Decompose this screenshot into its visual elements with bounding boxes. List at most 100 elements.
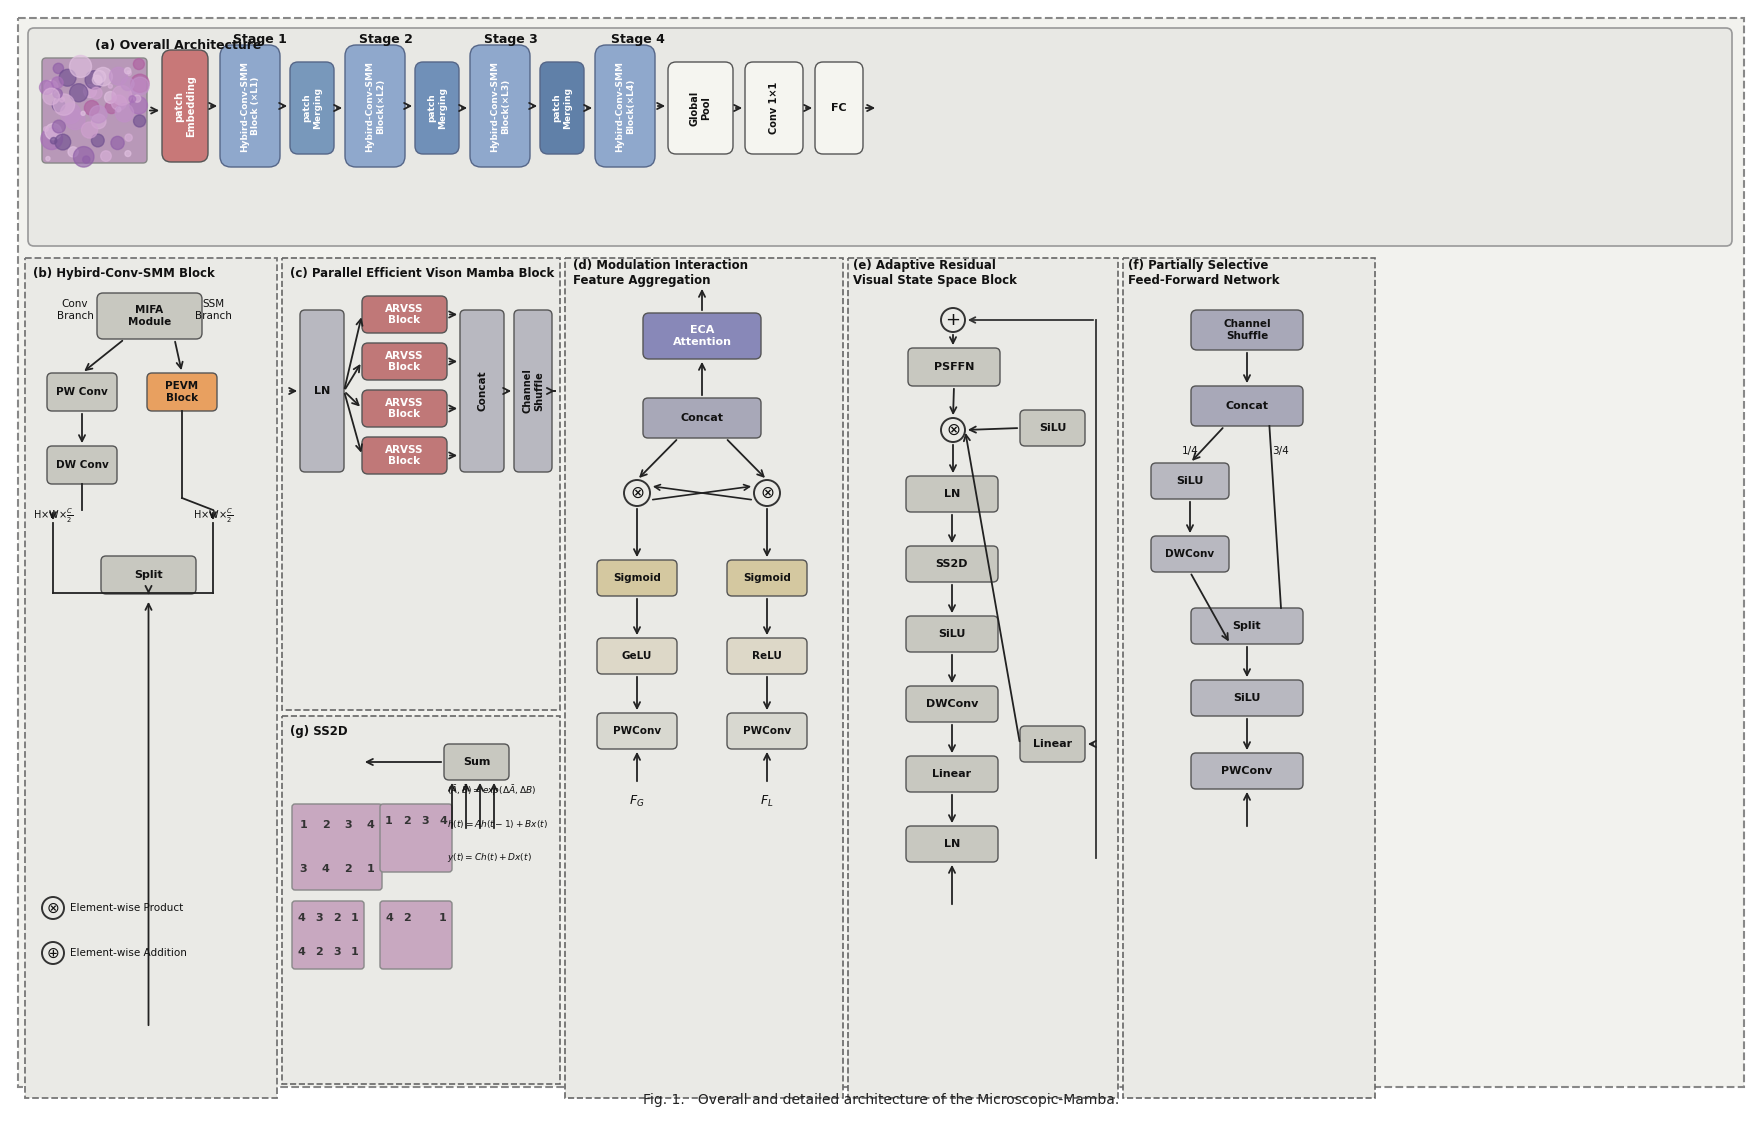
Text: 3: 3	[421, 816, 428, 826]
Text: patch
Embedding: patch Embedding	[174, 75, 196, 137]
Circle shape	[81, 122, 97, 138]
Text: ⊗: ⊗	[946, 421, 960, 439]
Text: SS2D: SS2D	[936, 559, 969, 569]
FancyBboxPatch shape	[416, 62, 458, 154]
Text: PWConv: PWConv	[613, 726, 661, 736]
FancyBboxPatch shape	[1191, 680, 1304, 716]
Circle shape	[92, 134, 104, 147]
FancyBboxPatch shape	[42, 58, 146, 163]
Text: 4: 4	[298, 913, 305, 923]
Text: PW Conv: PW Conv	[56, 387, 107, 397]
FancyBboxPatch shape	[28, 28, 1732, 246]
Circle shape	[106, 101, 118, 113]
Circle shape	[53, 64, 63, 74]
Text: (b) Hybird-Conv-SMM Block: (b) Hybird-Conv-SMM Block	[33, 266, 215, 279]
Text: (f) Partially Selective
Feed-Forward Network: (f) Partially Selective Feed-Forward Net…	[1128, 259, 1279, 287]
Circle shape	[125, 68, 130, 74]
Bar	[566, 259, 842, 1098]
Text: +: +	[946, 311, 960, 329]
Circle shape	[109, 67, 127, 85]
Text: PSFFN: PSFFN	[934, 362, 974, 372]
Text: Concat: Concat	[1226, 401, 1269, 411]
Circle shape	[90, 105, 107, 124]
Circle shape	[53, 88, 62, 99]
Text: Sigmoid: Sigmoid	[613, 573, 661, 583]
FancyBboxPatch shape	[470, 45, 530, 167]
Circle shape	[130, 79, 144, 94]
FancyBboxPatch shape	[1191, 608, 1304, 644]
Circle shape	[44, 81, 58, 94]
Bar	[1122, 259, 1374, 1098]
FancyBboxPatch shape	[728, 638, 807, 674]
Circle shape	[93, 70, 106, 83]
Circle shape	[130, 74, 150, 92]
Circle shape	[60, 69, 76, 86]
Circle shape	[39, 81, 53, 94]
FancyBboxPatch shape	[1191, 386, 1304, 426]
FancyBboxPatch shape	[444, 744, 509, 780]
Circle shape	[65, 110, 85, 129]
Circle shape	[70, 84, 88, 102]
Text: SiLU: SiLU	[1233, 693, 1260, 703]
Circle shape	[122, 77, 134, 91]
FancyBboxPatch shape	[906, 476, 997, 511]
FancyBboxPatch shape	[515, 310, 552, 472]
FancyBboxPatch shape	[1191, 753, 1304, 789]
Circle shape	[55, 134, 70, 150]
Circle shape	[127, 71, 132, 76]
Circle shape	[113, 85, 132, 105]
Text: SiLU: SiLU	[1177, 476, 1203, 486]
Text: 2: 2	[344, 863, 352, 873]
Circle shape	[90, 87, 102, 99]
Text: patch
Merging: patch Merging	[428, 87, 448, 129]
FancyBboxPatch shape	[596, 45, 655, 167]
Circle shape	[129, 95, 136, 102]
Text: (g) SS2D: (g) SS2D	[291, 725, 347, 737]
Circle shape	[46, 124, 62, 139]
Text: $h(t)=Ah(t-1)+Bx(t)$: $h(t)=Ah(t-1)+Bx(t)$	[448, 818, 548, 830]
Text: SiLU: SiLU	[1040, 423, 1066, 433]
Text: 1: 1	[439, 913, 448, 923]
Text: Linear: Linear	[1033, 739, 1071, 748]
Text: 2: 2	[403, 913, 411, 923]
Text: 1: 1	[386, 816, 393, 826]
Circle shape	[92, 115, 106, 128]
Circle shape	[85, 101, 99, 116]
FancyBboxPatch shape	[146, 373, 217, 411]
Circle shape	[104, 92, 116, 103]
Text: patch
Merging: patch Merging	[552, 87, 571, 129]
FancyBboxPatch shape	[597, 560, 677, 596]
Text: 4: 4	[439, 816, 448, 826]
Text: 4: 4	[322, 863, 329, 873]
Circle shape	[100, 151, 111, 161]
FancyBboxPatch shape	[668, 62, 733, 154]
FancyBboxPatch shape	[907, 348, 1001, 386]
Text: Sum: Sum	[463, 758, 490, 767]
FancyBboxPatch shape	[292, 804, 382, 890]
Circle shape	[134, 95, 141, 102]
Circle shape	[111, 95, 127, 110]
FancyBboxPatch shape	[291, 62, 335, 154]
Circle shape	[41, 128, 62, 150]
Text: $F_G$: $F_G$	[629, 794, 645, 809]
Text: ReLU: ReLU	[752, 651, 782, 661]
Text: Conv 1×1: Conv 1×1	[768, 82, 779, 134]
Text: 1: 1	[351, 947, 359, 957]
FancyBboxPatch shape	[361, 390, 448, 428]
FancyBboxPatch shape	[745, 62, 803, 154]
Text: Element-wise Product: Element-wise Product	[70, 903, 183, 913]
Text: ARVSS
Block: ARVSS Block	[386, 304, 423, 325]
Circle shape	[44, 127, 48, 132]
Text: 1/4: 1/4	[1182, 446, 1198, 456]
Text: 3: 3	[333, 947, 340, 957]
Text: Concat: Concat	[680, 413, 724, 423]
FancyBboxPatch shape	[1151, 463, 1230, 499]
FancyBboxPatch shape	[1020, 726, 1085, 762]
FancyBboxPatch shape	[1191, 310, 1304, 350]
Text: 1: 1	[366, 863, 375, 873]
Circle shape	[53, 120, 65, 133]
FancyBboxPatch shape	[906, 756, 997, 792]
FancyBboxPatch shape	[906, 826, 997, 862]
Text: Stage 3: Stage 3	[485, 34, 537, 46]
Text: H×W×$\frac{C}{2}$: H×W×$\frac{C}{2}$	[33, 507, 72, 525]
